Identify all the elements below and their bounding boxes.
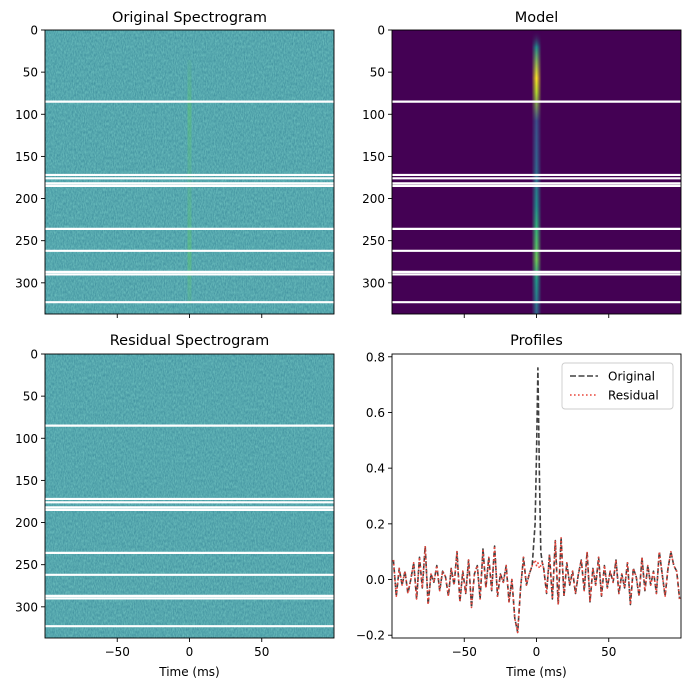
- x-axis-label: Time (ms): [158, 665, 220, 679]
- y-tick-label: 0: [30, 348, 38, 362]
- y-tick-label: 200: [15, 192, 38, 206]
- plot-area: [392, 30, 681, 314]
- y-tick-label: 150: [362, 150, 385, 164]
- y-tick-label: 100: [362, 108, 385, 122]
- legend-label-residual: Residual: [608, 389, 659, 403]
- y-tick-label: 0.2: [366, 517, 385, 531]
- burst-layer: [531, 30, 542, 314]
- burst-signal: [187, 60, 192, 304]
- panel-residual-spectrogram: Residual Spectrogram 050100150200250300 …: [15, 333, 335, 679]
- y-tick-label: 250: [15, 234, 38, 248]
- series-line-original: [392, 367, 681, 634]
- panel-model: Model 0 50 100 150 200 250 300: [362, 10, 682, 318]
- spectrogram-noise: [45, 354, 334, 638]
- x-axis: −50 0 50: [452, 638, 616, 659]
- y-axis: 0 50 100 150 200 250 300: [15, 24, 45, 290]
- y-tick-label: 0.6: [366, 406, 385, 420]
- y-tick-label: 150: [15, 474, 38, 488]
- y-tick-label: 50: [370, 66, 385, 80]
- y-tick-label: 200: [15, 516, 38, 530]
- x-axis: −50 0 50: [105, 638, 269, 659]
- x-tick-label: 50: [254, 645, 269, 659]
- y-tick-label: 300: [15, 600, 38, 614]
- y-tick-label: 250: [15, 558, 38, 572]
- x-axis-label: Time (ms): [505, 665, 567, 679]
- y-tick-label: 0.4: [366, 462, 385, 476]
- y-tick-label: 0: [377, 24, 385, 38]
- y-tick-label: 100: [15, 432, 38, 446]
- y-tick-label: 300: [362, 276, 385, 290]
- x-tick-label: 50: [601, 645, 616, 659]
- x-tick-label: 0: [533, 645, 541, 659]
- masked-channel-layer: [45, 424, 334, 628]
- y-tick-label: 200: [362, 192, 385, 206]
- x-axis: [463, 314, 610, 318]
- y-axis: 0 50 100 150 200 250 300: [362, 24, 392, 290]
- legend: Original Residual: [561, 362, 674, 410]
- y-tick-label: 300: [15, 276, 38, 290]
- panel-title: Residual Spectrogram: [110, 333, 270, 349]
- burst-layer: [187, 60, 192, 304]
- x-tick-label: −50: [105, 645, 130, 659]
- panel-profiles: Profiles −0.2 0.0 0.2 0.4 0.6 0.8 −50 0 50 Time…: [356, 333, 682, 679]
- masked-channel-layer: [392, 100, 681, 304]
- legend-label-original: Original: [608, 370, 655, 384]
- y-tick-label: 50: [23, 390, 38, 404]
- panel-original-spectrogram: Original Spectrogram 0 50 100 150 200 250 300: [15, 10, 335, 318]
- y-tick-label: 150: [15, 150, 38, 164]
- masked-channel-layer: [45, 100, 334, 304]
- y-tick-label: −0.2: [356, 629, 385, 643]
- y-tick-label: 50: [23, 66, 38, 80]
- panel-title: Original Spectrogram: [112, 10, 267, 26]
- legend-box: [561, 362, 674, 410]
- plot-area: [45, 30, 334, 314]
- y-tick-label: 0: [30, 24, 38, 38]
- y-axis: −0.2 0.0 0.2 0.4 0.6 0.8: [356, 350, 392, 643]
- x-tick-label: −50: [452, 645, 477, 659]
- y-tick-label: 250: [362, 234, 385, 248]
- y-tick-label: 0.0: [366, 573, 385, 587]
- y-axis: 0 50 100 150 200 250 300: [15, 348, 45, 614]
- x-tick-label: 0: [186, 645, 194, 659]
- y-tick-label: 0.8: [366, 350, 385, 364]
- panel-title: Model: [515, 10, 559, 26]
- panel-title: Profiles: [510, 333, 563, 349]
- y-tick-label: 100: [15, 108, 38, 122]
- series-layer: [392, 367, 681, 634]
- plot-area: [45, 354, 334, 638]
- model-burst: [531, 30, 542, 314]
- series-line-residual: [392, 536, 681, 634]
- x-axis: [116, 314, 263, 318]
